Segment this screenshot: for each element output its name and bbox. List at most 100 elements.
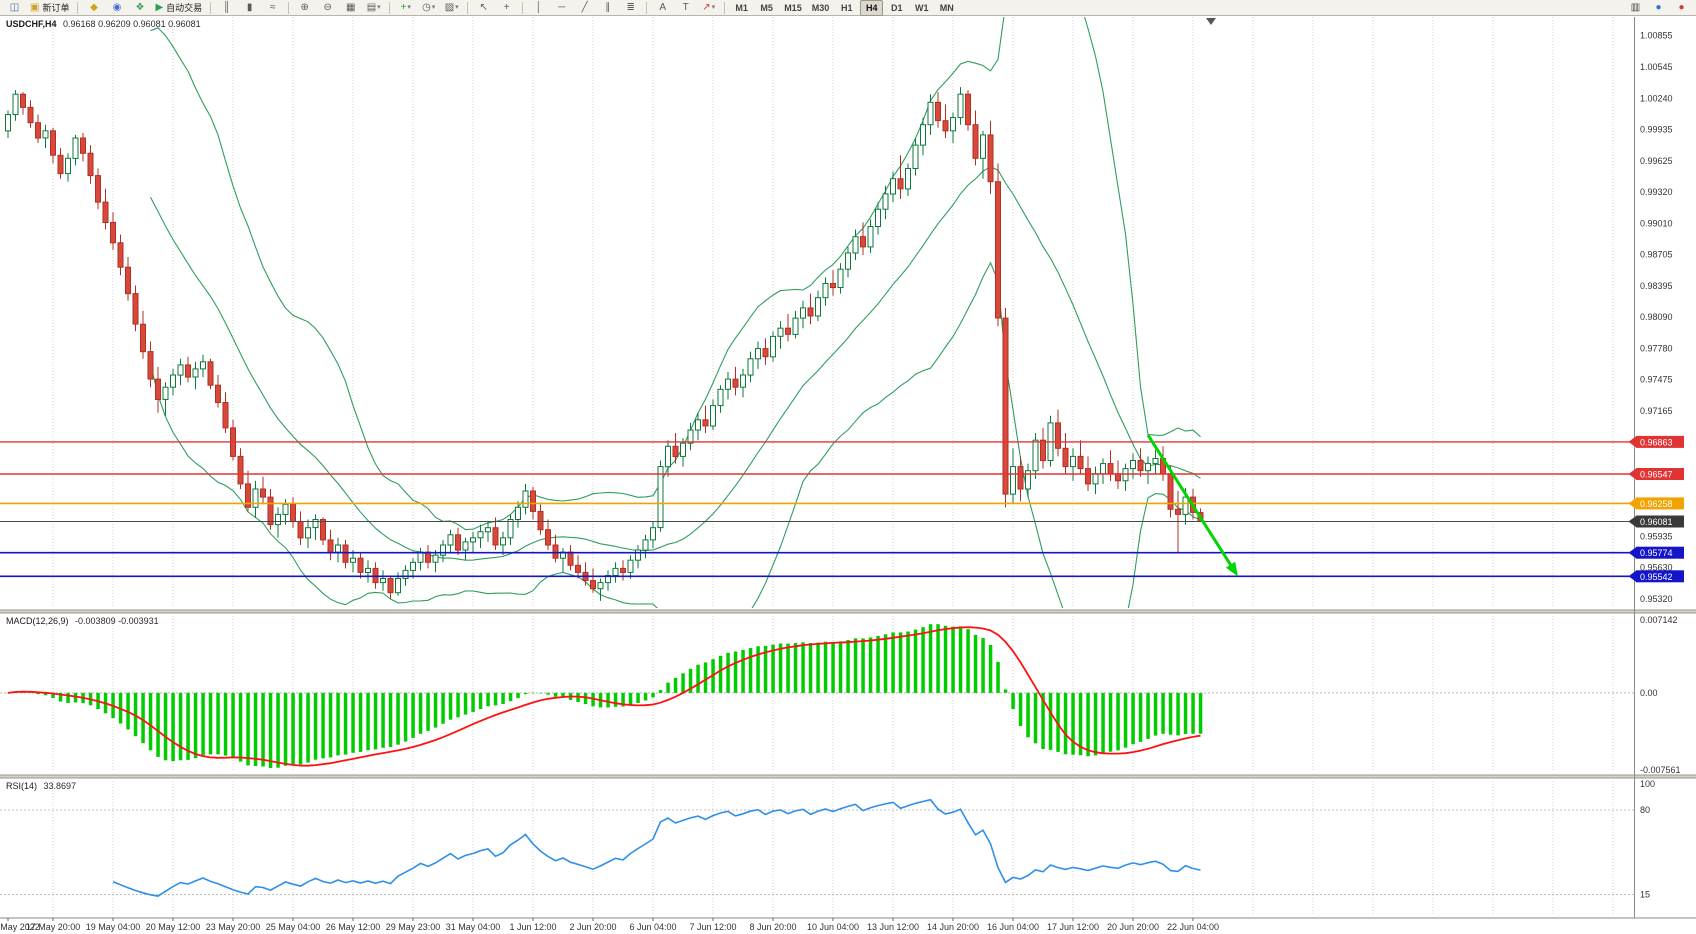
candlestick-type-icon: ▮: [246, 1, 253, 13]
periods-button[interactable]: ◷ ▾: [418, 0, 439, 16]
candlestick-type-button[interactable]: ▮: [239, 0, 260, 16]
bollinger-middle-band: [150, 166, 1201, 561]
dropdown-arrow-icon: ▾: [711, 3, 716, 11]
timeframe-m5-button[interactable]: M5: [760, 2, 773, 13]
info-badge-button[interactable]: ●: [1648, 0, 1669, 16]
line-chart-type-icon: ≈: [269, 1, 276, 13]
chart-profile-icon: ▥: [1630, 1, 1641, 13]
macd-signal-line: [7, 626, 1201, 767]
templates-button[interactable]: ▨ ▾: [441, 0, 462, 16]
time-axis-label: 6 Jun 04:00: [629, 922, 676, 932]
cursor-button[interactable]: ↖: [473, 0, 494, 16]
timeframe-d1-button[interactable]: D1: [890, 2, 903, 13]
price-axis-label: 0.98395: [1640, 281, 1673, 291]
svg-text:0.96081: 0.96081: [1640, 517, 1673, 527]
price-axis-label: 0.99010: [1640, 218, 1673, 228]
svg-text:0.95542: 0.95542: [1640, 572, 1673, 582]
text-button[interactable]: A: [652, 0, 673, 16]
autotrading-button[interactable]: ▶ 自动交易: [152, 0, 205, 16]
line-chart-type-button[interactable]: ≈: [262, 0, 283, 16]
timeframe-h4-button[interactable]: H4: [860, 0, 884, 16]
arrange-windows-icon: ▤: [366, 1, 377, 13]
profiles-icon: ◆: [90, 1, 98, 13]
equidistant-channel-button[interactable]: ∥: [597, 0, 618, 16]
timeframe-h1-button[interactable]: H1: [840, 2, 853, 13]
indicators-button[interactable]: + ▾: [395, 0, 416, 16]
timeframe-m1-button[interactable]: M1: [735, 2, 748, 13]
price-axis-label: 1.00240: [1640, 93, 1673, 103]
macd-name: MACD(12,26,9): [6, 616, 69, 626]
price-axis-label: 0.98090: [1640, 312, 1673, 322]
price-axis-label: 1.00545: [1640, 62, 1673, 72]
panel-separator[interactable]: [0, 775, 1696, 778]
arrows-button[interactable]: ↗ ▾: [698, 0, 719, 16]
rsi-axis-label: 15: [1640, 890, 1650, 900]
timeframe-m15-button[interactable]: M15: [784, 2, 802, 13]
dropdown-arrow-icon: ▾: [407, 3, 411, 11]
timeframe-w1-button[interactable]: W1: [914, 2, 929, 13]
new-chart-button[interactable]: ◫: [4, 0, 25, 16]
trend-arrow-annotation[interactable]: [1146, 434, 1238, 577]
rsi-axis-label: 80: [1640, 805, 1650, 815]
arrange-windows-button[interactable]: ▤ ▾: [363, 0, 384, 16]
vertical-line-button[interactable]: │: [528, 0, 549, 16]
price-tag: 0.95542: [1628, 570, 1684, 583]
toolbar-separator: [288, 1, 290, 14]
alert-badge-button[interactable]: ●: [1671, 0, 1692, 16]
market-watch-button[interactable]: ◉: [106, 0, 127, 16]
price-axis-label: 0.99320: [1640, 187, 1673, 197]
rsi-name: RSI(14): [6, 781, 38, 791]
autotrading-label: 自动交易: [166, 2, 203, 13]
bar-chart-type-button[interactable]: ║: [216, 0, 237, 16]
toolbar-separator: [467, 1, 469, 14]
templates-icon: ▨: [444, 1, 455, 13]
macd-values: -0.003809 -0.003931: [75, 616, 159, 626]
time-axis-label: 1 Jun 12:00: [509, 922, 556, 932]
fibonacci-button[interactable]: ≣: [620, 0, 641, 16]
new-order-label: 新订单: [42, 2, 70, 13]
panel-separator[interactable]: [0, 610, 1696, 613]
time-axis-label: 20 Jun 20:00: [1107, 922, 1159, 932]
toolbar-separator: [77, 1, 79, 14]
text-label-icon: T: [682, 1, 689, 13]
market-watch-icon: ◉: [112, 1, 122, 13]
bar-chart-type-icon: ║: [223, 1, 231, 13]
horizontal-line-button[interactable]: ─: [551, 0, 572, 16]
toolbar-separator: [724, 1, 726, 14]
time-axis-label: 22 Jun 04:00: [1167, 922, 1219, 932]
chart-shift-marker[interactable]: [1206, 18, 1216, 25]
horizontal-line-icon: ─: [558, 1, 566, 13]
macd-axis-label: -0.007561: [1640, 765, 1681, 775]
time-axis-label: 26 May 12:00: [326, 922, 381, 932]
new-order-button[interactable]: ▣ 新订单: [27, 0, 72, 16]
svg-text:0.96547: 0.96547: [1640, 470, 1673, 480]
dropdown-arrow-icon: ▾: [455, 3, 459, 11]
crosshair-button[interactable]: +: [496, 0, 517, 16]
svg-text:0.96863: 0.96863: [1640, 437, 1673, 447]
time-axis-label: 10 Jun 04:00: [807, 922, 859, 932]
zoom-in-button[interactable]: ⊕: [294, 0, 315, 16]
profiles-button[interactable]: ◆: [83, 0, 104, 16]
symbol-period-label: USDCHF,H4: [6, 19, 57, 29]
price-axis-label: 0.95630: [1640, 562, 1673, 572]
time-axis-label: 2 Jun 20:00: [569, 922, 616, 932]
time-axis-label: 13 Jun 12:00: [867, 922, 919, 932]
candles: [5, 87, 1204, 601]
text-label-button[interactable]: T: [675, 0, 696, 16]
timeframe-mn-button[interactable]: MN: [939, 2, 954, 13]
zoom-out-button[interactable]: ⊖: [317, 0, 338, 16]
tile-windows-button[interactable]: ▦: [340, 0, 361, 16]
chart-profile-button[interactable]: ▥: [1625, 0, 1646, 16]
toolbar-right-icons: ▥ ● ●: [1624, 0, 1693, 16]
time-axis-label: 29 May 23:00: [386, 922, 441, 932]
toolbar-separator: [646, 1, 648, 14]
macd-axis-label: 0.007142: [1640, 615, 1678, 625]
data-window-icon: ❖: [135, 1, 145, 13]
data-window-button[interactable]: ❖: [129, 0, 150, 16]
price-tag: 0.96081: [1628, 515, 1684, 528]
macd-indicator-label: MACD(12,26,9) -0.003809 -0.003931: [6, 616, 159, 626]
trendline-button[interactable]: ╱: [574, 0, 595, 16]
zoom-out-icon: ⊖: [323, 1, 332, 13]
timeframe-m30-button[interactable]: M30: [811, 2, 830, 13]
